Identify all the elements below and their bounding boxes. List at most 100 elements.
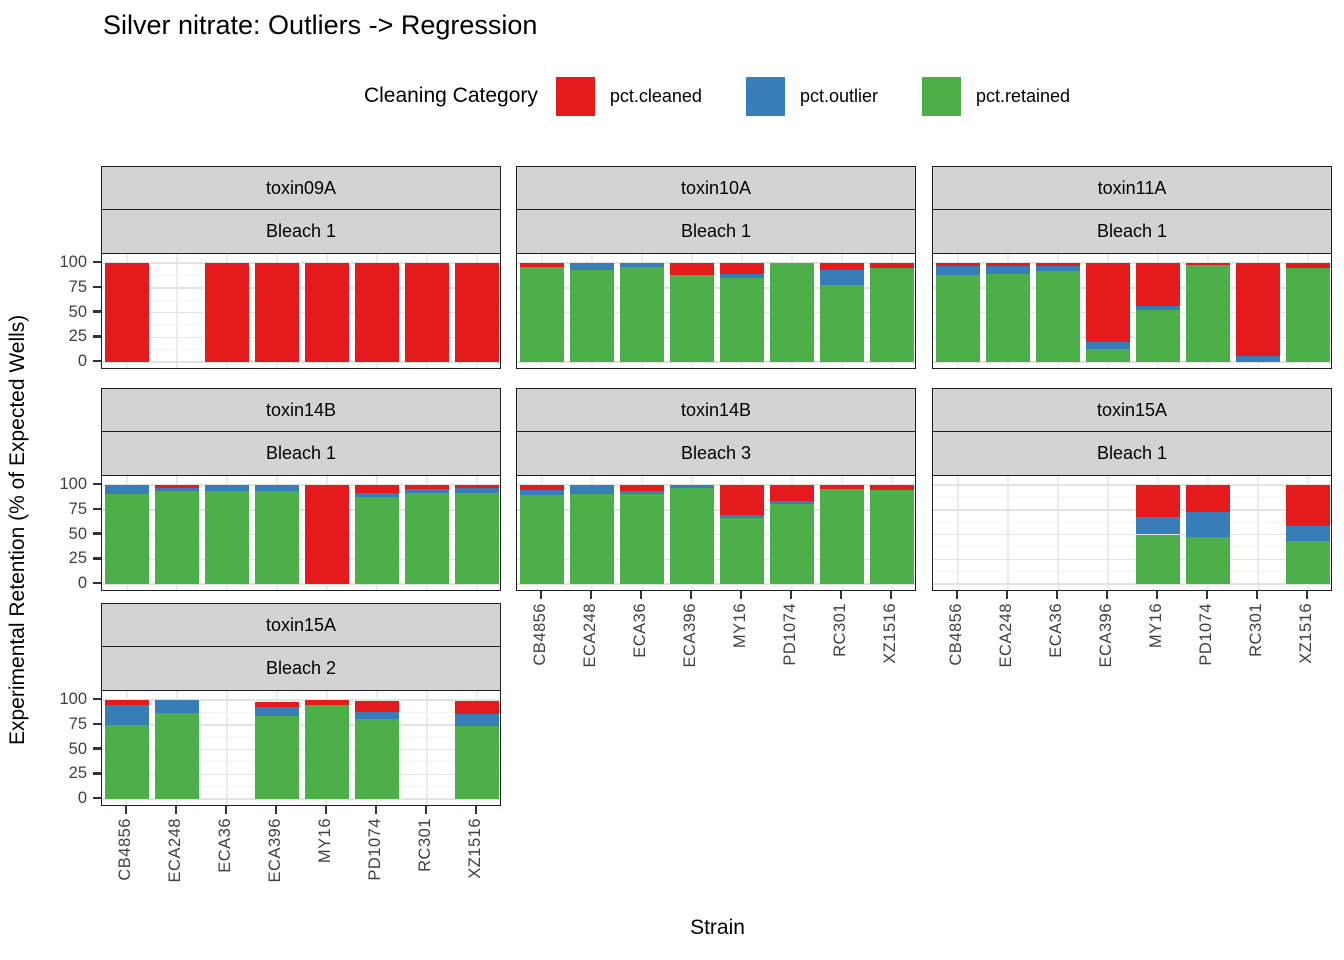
y-tick-mark bbox=[93, 697, 101, 701]
bar-segment-retained bbox=[520, 494, 564, 584]
legend: Cleaning Category pct.cleaned pct.outlie… bbox=[0, 74, 1344, 118]
y-tick-label: 25 bbox=[68, 549, 87, 568]
y-tick-label: 100 bbox=[59, 475, 87, 493]
bar-segment-outlier bbox=[570, 485, 614, 494]
x-tick-label: ECA36 bbox=[1047, 603, 1065, 658]
bar-segment-cleaned bbox=[305, 485, 349, 584]
bar-segment-cleaned bbox=[820, 263, 864, 270]
bar-segment-cleaned bbox=[105, 263, 149, 362]
x-tick-label: ECA396 bbox=[1097, 603, 1115, 668]
bar-segment-retained bbox=[455, 725, 499, 799]
bar-segment-retained bbox=[986, 273, 1030, 362]
gridline-minor bbox=[517, 349, 915, 351]
x-tick-mark bbox=[1205, 591, 1209, 599]
gridline-vertical bbox=[176, 254, 178, 368]
gridline-major bbox=[517, 558, 915, 560]
bar-segment-retained bbox=[205, 490, 249, 584]
facet-panel: toxin15A Bleach 1 bbox=[932, 388, 1332, 591]
bar-segment-retained bbox=[455, 492, 499, 584]
bar-segment-cleaned bbox=[720, 485, 764, 515]
bar-segment-retained bbox=[570, 269, 614, 362]
bar bbox=[720, 476, 764, 590]
x-tick-label: ECA248 bbox=[166, 818, 184, 883]
gridline-major bbox=[517, 533, 915, 536]
y-tick-mark bbox=[93, 581, 101, 585]
x-tick-mark bbox=[274, 806, 278, 814]
x-tick-mark bbox=[1305, 591, 1309, 599]
bar-segment-outlier bbox=[355, 711, 399, 719]
bar bbox=[986, 254, 1030, 368]
bar-segment-outlier bbox=[570, 263, 614, 270]
bar-segment-cleaned bbox=[305, 263, 349, 362]
gridline-minor bbox=[933, 349, 1331, 351]
bar bbox=[670, 476, 714, 590]
bar-segment-retained bbox=[255, 715, 299, 799]
bar-segment-cleaned bbox=[720, 263, 764, 274]
bar-segment-retained bbox=[570, 493, 614, 584]
bar-segment-retained bbox=[405, 492, 449, 584]
bar-segment-outlier bbox=[1136, 516, 1180, 535]
bar-segment-retained bbox=[1286, 541, 1330, 584]
bar bbox=[305, 476, 349, 590]
gridline-minor bbox=[102, 786, 500, 788]
bar bbox=[870, 254, 914, 368]
bar-segment-retained bbox=[255, 490, 299, 584]
bar-segment-outlier bbox=[255, 485, 299, 491]
bar-segment-outlier bbox=[455, 487, 499, 493]
gridline-minor bbox=[517, 299, 915, 301]
x-tick-label: ECA396 bbox=[681, 603, 699, 668]
bar bbox=[620, 254, 664, 368]
legend-swatch-cleaned-icon bbox=[555, 76, 595, 116]
x-tick-label: CB4856 bbox=[531, 603, 549, 666]
x-tick-label: ECA248 bbox=[581, 603, 599, 668]
x-tick-label: RC301 bbox=[1247, 603, 1265, 657]
bar-segment-retained bbox=[1136, 534, 1180, 584]
bar-segment-retained bbox=[1086, 349, 1130, 362]
x-tick-label: PD1074 bbox=[366, 818, 384, 881]
bar bbox=[405, 476, 449, 590]
bar-segment-outlier bbox=[1036, 265, 1080, 271]
bar bbox=[1286, 476, 1330, 590]
bar-segment-outlier bbox=[720, 273, 764, 278]
gridline-vertical bbox=[957, 476, 959, 590]
bar-segment-outlier bbox=[670, 485, 714, 488]
bar bbox=[720, 254, 764, 368]
x-tick-label: ECA36 bbox=[631, 603, 649, 658]
legend-item-outlier: pct.outlier bbox=[745, 76, 878, 116]
y-tick-label: 100 bbox=[59, 253, 87, 271]
gridline-minor bbox=[517, 571, 915, 573]
gridline-major bbox=[517, 509, 915, 511]
bar bbox=[255, 476, 299, 590]
x-tick-mark bbox=[374, 806, 378, 814]
facet-strip-toxin: toxin10A bbox=[516, 166, 916, 210]
bar bbox=[1136, 476, 1180, 590]
gridline-minor bbox=[102, 274, 500, 276]
bar-segment-retained bbox=[620, 493, 664, 584]
bar-segment-retained bbox=[870, 489, 914, 584]
bar-segment-retained bbox=[620, 266, 664, 362]
plot-area bbox=[516, 475, 916, 591]
bar bbox=[255, 691, 299, 805]
gridline-vertical bbox=[1257, 476, 1259, 590]
x-tick-label: PD1074 bbox=[1197, 603, 1215, 666]
bar-segment-cleaned bbox=[255, 263, 299, 362]
x-tick-label: MY16 bbox=[316, 818, 334, 864]
gridline-major bbox=[102, 484, 500, 486]
gridline-vertical bbox=[226, 691, 228, 805]
x-tick-mark bbox=[1105, 591, 1109, 599]
bar bbox=[520, 476, 564, 590]
facet-strip-toxin: toxin15A bbox=[932, 388, 1332, 432]
bar bbox=[670, 254, 714, 368]
gridline-minor bbox=[933, 571, 1331, 573]
plot-area bbox=[101, 690, 501, 806]
gridline-major bbox=[102, 558, 500, 560]
gridline-minor bbox=[102, 711, 500, 713]
gridline-minor bbox=[933, 324, 1331, 326]
bar-segment-outlier bbox=[255, 706, 299, 716]
bar bbox=[570, 476, 614, 590]
bar-segment-outlier bbox=[620, 490, 664, 494]
x-tick-label: RC301 bbox=[416, 818, 434, 872]
bar-segment-cleaned bbox=[670, 263, 714, 275]
y-tick-mark bbox=[93, 747, 101, 750]
bar bbox=[820, 476, 864, 590]
